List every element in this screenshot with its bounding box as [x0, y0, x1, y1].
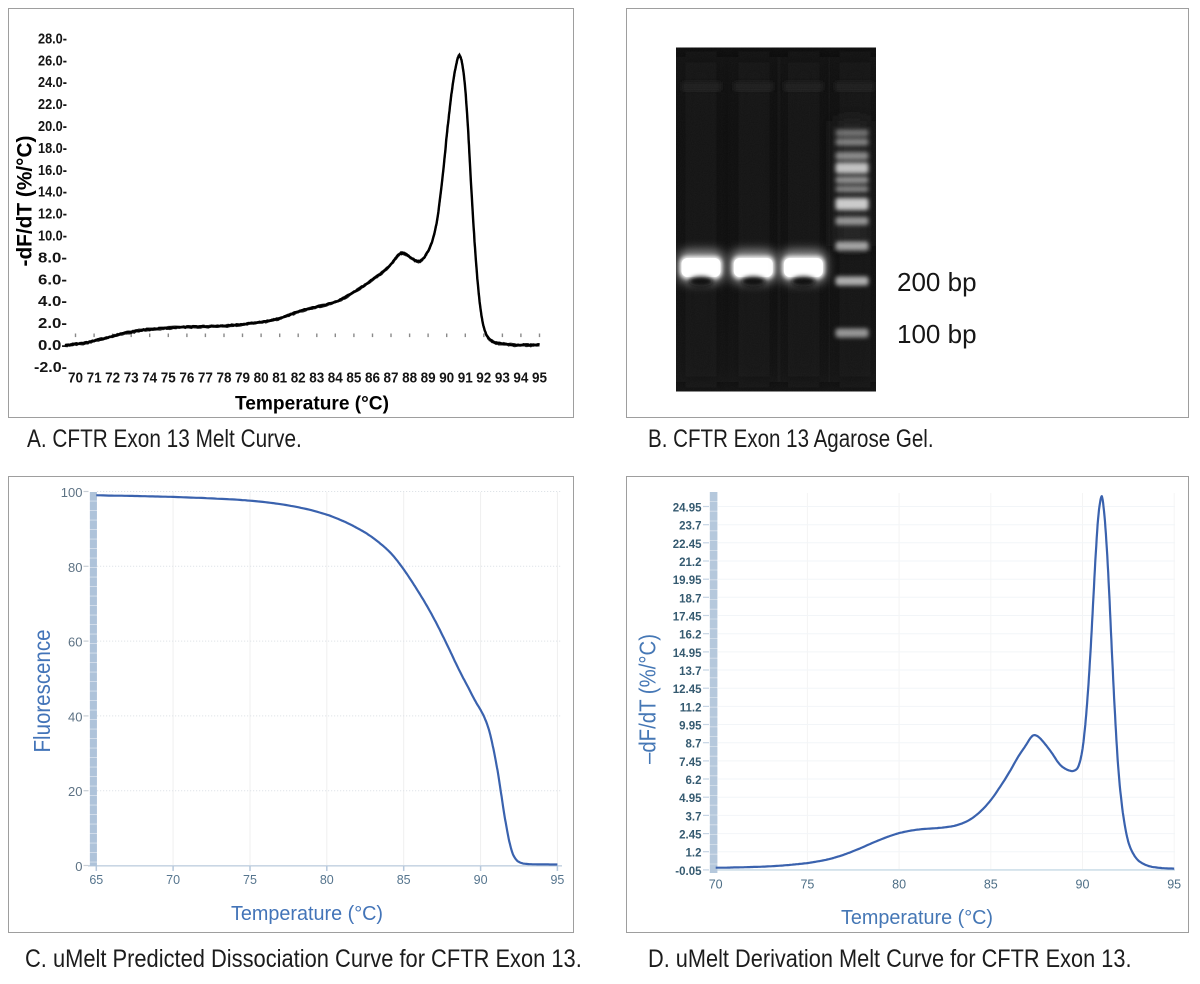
svg-text:93: 93	[495, 370, 510, 387]
svg-text:Fluorescence: Fluorescence	[29, 630, 55, 753]
svg-text:91: 91	[458, 370, 473, 387]
svg-text:–dF/dT (%/°C): –dF/dT (%/°C)	[635, 634, 661, 764]
svg-text:80: 80	[892, 878, 906, 892]
svg-text:Temperature (°C): Temperature (°C)	[231, 903, 383, 925]
svg-text:-dF/dT (%/°C): -dF/dT (%/°C)	[14, 136, 37, 267]
svg-text:6.2: 6.2	[686, 775, 702, 787]
svg-text:84: 84	[328, 370, 344, 387]
svg-text:70: 70	[166, 873, 180, 887]
svg-text:77: 77	[198, 370, 213, 387]
svg-text:22.45: 22.45	[673, 539, 702, 551]
svg-text:2.45: 2.45	[679, 830, 702, 842]
svg-text:4.95: 4.95	[679, 793, 702, 805]
svg-text:24.0-: 24.0-	[38, 75, 67, 91]
svg-text:82: 82	[291, 370, 306, 387]
svg-text:75: 75	[800, 878, 814, 892]
svg-text:12.45: 12.45	[673, 684, 702, 696]
svg-text:4.0-: 4.0-	[38, 294, 67, 310]
svg-text:76: 76	[179, 370, 194, 387]
svg-text:71: 71	[87, 370, 102, 387]
svg-text:7.45: 7.45	[679, 757, 702, 769]
svg-text:80: 80	[320, 873, 334, 887]
svg-text:73: 73	[124, 370, 139, 387]
svg-text:18.7: 18.7	[679, 593, 701, 605]
svg-text:0.0-: 0.0-	[38, 338, 67, 354]
svg-text:3.7: 3.7	[686, 811, 702, 823]
svg-text:22.0-: 22.0-	[38, 97, 67, 113]
svg-text:-0.05: -0.05	[675, 866, 702, 878]
svg-text:16.2: 16.2	[679, 630, 701, 642]
svg-text:70: 70	[709, 878, 723, 892]
svg-text:100: 100	[61, 485, 83, 500]
svg-text:20.0-: 20.0-	[38, 119, 67, 135]
svg-text:21.2: 21.2	[679, 557, 701, 569]
svg-text:17.45: 17.45	[673, 612, 702, 624]
svg-text:95: 95	[1167, 878, 1181, 892]
svg-text:60: 60	[68, 635, 82, 650]
svg-text:26.0-: 26.0-	[38, 53, 67, 69]
svg-text:23.7: 23.7	[679, 521, 701, 533]
svg-text:0: 0	[75, 859, 82, 874]
svg-text:75: 75	[161, 370, 176, 387]
svg-text:80: 80	[254, 370, 269, 387]
svg-text:28.0-: 28.0-	[38, 31, 67, 47]
svg-text:24.95: 24.95	[673, 503, 702, 515]
svg-text:11.2: 11.2	[680, 702, 702, 714]
svg-text:200 bp: 200 bp	[897, 267, 977, 297]
svg-text:79: 79	[235, 370, 250, 387]
svg-text:88: 88	[402, 370, 417, 387]
svg-text:6.0-: 6.0-	[38, 272, 67, 288]
svg-text:95: 95	[550, 873, 564, 887]
svg-text:-2.0-: -2.0-	[34, 360, 67, 376]
svg-text:8.7: 8.7	[686, 739, 702, 751]
svg-text:8.0-: 8.0-	[38, 250, 67, 266]
svg-text:78: 78	[217, 370, 232, 387]
svg-text:80: 80	[68, 560, 82, 575]
svg-text:74: 74	[142, 370, 158, 387]
svg-text:90: 90	[439, 370, 454, 387]
svg-text:75: 75	[243, 873, 257, 887]
svg-text:87: 87	[384, 370, 399, 387]
svg-text:14.0-: 14.0-	[38, 185, 67, 201]
svg-text:85: 85	[984, 878, 998, 892]
svg-text:90: 90	[1076, 878, 1090, 892]
svg-text:70: 70	[68, 370, 83, 387]
svg-text:19.95: 19.95	[673, 575, 702, 587]
svg-text:86: 86	[365, 370, 380, 387]
svg-text:95: 95	[532, 370, 547, 387]
svg-text:90: 90	[474, 873, 488, 887]
svg-text:85: 85	[346, 370, 361, 387]
svg-text:18.0-: 18.0-	[38, 141, 67, 157]
svg-text:81: 81	[272, 370, 287, 387]
svg-text:89: 89	[421, 370, 436, 387]
svg-text:16.0-: 16.0-	[38, 163, 67, 179]
svg-text:12.0-: 12.0-	[38, 207, 67, 223]
svg-text:14.95: 14.95	[673, 648, 702, 660]
svg-text:65: 65	[89, 873, 103, 887]
svg-text:83: 83	[309, 370, 324, 387]
svg-text:100 bp: 100 bp	[897, 319, 977, 349]
svg-text:2.0-: 2.0-	[38, 316, 67, 332]
svg-text:20: 20	[68, 784, 82, 799]
svg-text:Temperature (°C): Temperature (°C)	[235, 394, 389, 415]
svg-text:9.95: 9.95	[679, 721, 702, 733]
svg-text:94: 94	[513, 370, 529, 387]
svg-text:10.0-: 10.0-	[38, 229, 67, 245]
svg-text:92: 92	[476, 370, 491, 387]
svg-text:Temperature (°C): Temperature (°C)	[841, 907, 993, 929]
svg-text:72: 72	[105, 370, 120, 387]
svg-text:85: 85	[397, 873, 411, 887]
svg-text:1.2: 1.2	[686, 848, 702, 860]
svg-text:13.7: 13.7	[679, 666, 701, 678]
svg-text:40: 40	[68, 709, 82, 724]
